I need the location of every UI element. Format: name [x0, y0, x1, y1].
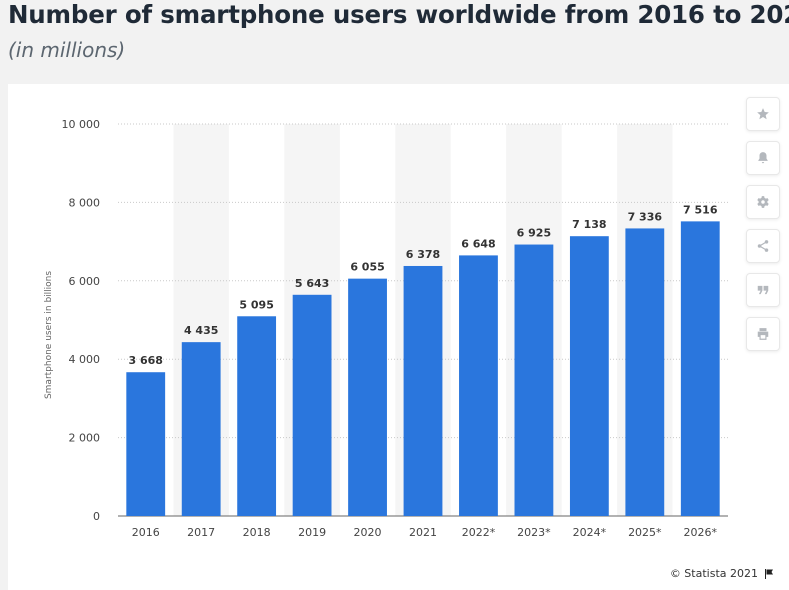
x-tick-label: 2022*: [462, 526, 496, 539]
bar: [514, 244, 554, 517]
data-label: 4 435: [184, 324, 218, 337]
star-icon: [757, 108, 769, 120]
x-tick-label: 2017: [187, 526, 215, 539]
bell-icon: [758, 152, 768, 164]
data-label: 6 925: [517, 227, 551, 240]
notification-button[interactable]: [746, 141, 780, 175]
bar: [348, 278, 387, 516]
y-tick-label: 4 000: [69, 353, 101, 366]
print-button[interactable]: [746, 317, 780, 351]
x-tick-label: 2021: [409, 526, 437, 539]
favorite-button[interactable]: [746, 97, 780, 131]
data-label: 3 668: [129, 354, 163, 367]
bar: [292, 294, 332, 516]
x-tick-label: 2024*: [573, 526, 607, 539]
quote-icon: [757, 285, 769, 295]
data-label: 6 055: [350, 261, 384, 274]
y-tick-label: 0: [93, 510, 100, 523]
y-tick-label: 8 000: [69, 196, 101, 209]
data-label: 5 643: [295, 277, 329, 290]
bar: [403, 265, 443, 516]
chart-card: 0 2 000 4 000 6 000 8 000 10 000 Smartphone us…: [8, 84, 789, 590]
bar: [569, 236, 609, 516]
data-label: 5 095: [239, 298, 273, 311]
cite-button[interactable]: [746, 273, 780, 307]
x-tick-label: 2026*: [684, 526, 718, 539]
bar: [680, 221, 720, 516]
share-button[interactable]: [746, 229, 780, 263]
bar: [126, 372, 166, 516]
data-label: 6 648: [461, 237, 495, 250]
x-tick-label: 2016: [132, 526, 160, 539]
data-label: 7 336: [628, 210, 663, 223]
chart-title: Number of smartphone users worldwide fro…: [8, 0, 789, 29]
flag-icon: [765, 568, 773, 579]
settings-button[interactable]: [746, 185, 780, 219]
x-tick-label: 2019: [298, 526, 326, 539]
x-tick-label: 2025*: [628, 526, 662, 539]
y-tick-label: 10 000: [62, 118, 101, 131]
print-icon: [757, 328, 769, 340]
share-icon: [757, 240, 769, 252]
source-credit[interactable]: © Statista 2021: [670, 567, 775, 580]
bar: [625, 228, 665, 516]
x-tick-label: 2018: [243, 526, 271, 539]
chart-toolbar: [746, 97, 780, 361]
chart-subtitle: (in millions): [8, 38, 126, 62]
x-tick-label: 2020: [354, 526, 382, 539]
data-label: 6 378: [406, 248, 440, 261]
bar-chart: 0 2 000 4 000 6 000 8 000 10 000 Smartphone us…: [44, 118, 728, 539]
y-axis-title: Smartphone users in billions: [44, 271, 54, 399]
x-tick-label: 2023*: [517, 526, 551, 539]
y-tick-label: 2 000: [69, 432, 101, 445]
bar: [237, 316, 277, 516]
bar: [459, 255, 498, 516]
credit-text: © Statista 2021: [669, 567, 758, 580]
data-label: 7 516: [683, 203, 718, 216]
bar: [181, 342, 221, 516]
data-label: 7 138: [572, 218, 606, 231]
gear-icon: [757, 196, 769, 208]
y-tick-label: 6 000: [69, 275, 101, 288]
